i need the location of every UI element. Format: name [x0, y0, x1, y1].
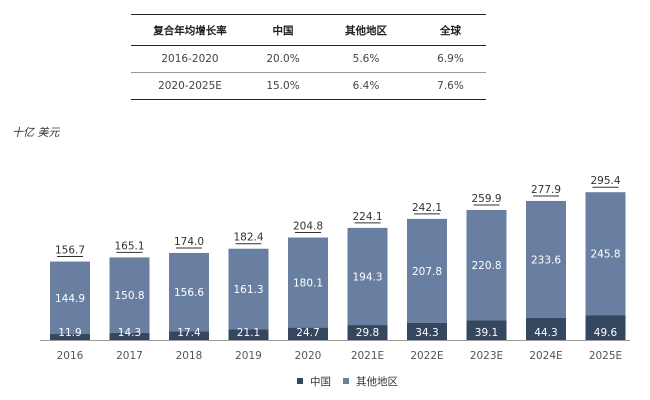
bar-china — [526, 317, 566, 340]
data-label-china: 21.1 — [237, 327, 260, 339]
table-cell: 2020-2025E — [131, 72, 249, 100]
data-label-rest-of-world: 194.3 — [352, 271, 382, 283]
table-row: 2020-2025E 15.0% 6.4% 7.6% — [131, 72, 486, 100]
table-row: 2016-2020 20.0% 5.6% 6.9% — [131, 45, 486, 73]
table-cell: 15.0% — [249, 72, 317, 100]
data-label-rest-of-world: 161.3 — [233, 284, 263, 296]
table-header-row: 复合年均增长率 中国 其他地区 全球 — [131, 14, 486, 46]
bar-china — [109, 332, 150, 340]
data-label-total: 242.1 — [412, 202, 442, 214]
data-label-rest-of-world: 144.9 — [55, 293, 85, 305]
table-cell: 5.6% — [317, 45, 415, 73]
data-label-rest-of-world: 156.6 — [174, 287, 204, 299]
table-header-cell: 中国 — [249, 14, 317, 46]
bar-rest-of-world — [466, 209, 507, 321]
data-label-total: 182.4 — [233, 232, 263, 244]
data-label-total: 259.9 — [471, 193, 501, 205]
data-label-total: 204.8 — [293, 221, 323, 233]
bar-china — [50, 334, 90, 340]
data-label-total: 295.4 — [590, 175, 620, 187]
bar-rest-of-world — [228, 248, 269, 330]
data-label-china: 49.6 — [594, 327, 618, 339]
bar-rest-of-world — [347, 227, 388, 326]
data-label-total: 156.7 — [55, 245, 85, 257]
x-tick-label: 2023E — [470, 350, 503, 362]
bar-rest-of-world — [407, 218, 447, 323]
data-label-china: 29.8 — [356, 327, 379, 339]
unit-label: 十亿 美元 — [12, 126, 60, 139]
legend-swatch-china — [297, 378, 303, 384]
bar-china — [347, 325, 388, 340]
x-tick-label: 2024E — [529, 350, 562, 362]
table-header-cell: 复合年均增长率 — [131, 14, 249, 46]
data-label-china: 24.7 — [296, 327, 319, 339]
data-label-rest-of-world: 220.8 — [471, 260, 501, 272]
table-cell: 7.6% — [415, 72, 486, 100]
data-label-rest-of-world: 233.6 — [531, 254, 561, 266]
table-cell: 2016-2020 — [131, 45, 249, 73]
bar-rest-of-world — [288, 237, 328, 328]
data-label-china: 34.3 — [415, 327, 438, 339]
bar-rest-of-world — [585, 192, 626, 316]
x-tick-label: 2021E — [351, 350, 384, 362]
bar-china — [169, 331, 209, 340]
table-cell: 20.0% — [249, 45, 317, 73]
data-label-total: 277.9 — [531, 184, 561, 196]
x-tick-label: 2025E — [589, 350, 622, 362]
table-cell: 6.4% — [317, 72, 415, 100]
legend-label-rest-of-world: 其他地区 — [356, 375, 398, 388]
x-tick-label: 2019 — [235, 350, 262, 362]
x-tick-label: 2022E — [410, 350, 443, 362]
bar-rest-of-world — [169, 252, 209, 332]
data-label-china: 11.9 — [58, 327, 81, 339]
data-label-total: 165.1 — [114, 240, 144, 252]
x-tick-label: 2020 — [295, 350, 322, 362]
bar-china — [466, 320, 507, 340]
x-tick-label: 2018 — [176, 350, 203, 362]
bar-china — [288, 327, 328, 340]
table-header-cell: 其他地区 — [317, 14, 415, 46]
data-label-total: 174.0 — [174, 236, 204, 248]
cagr-table: 复合年均增长率 中国 其他地区 全球 2016-2020 20.0% 5.6% … — [131, 14, 486, 100]
legend-label-china: 中国 — [310, 375, 331, 388]
bar-rest-of-world — [50, 261, 90, 335]
data-label-rest-of-world: 207.8 — [412, 266, 442, 278]
table-cell: 6.9% — [415, 45, 486, 73]
bar-rest-of-world — [526, 200, 566, 318]
data-label-rest-of-world: 150.8 — [114, 290, 144, 302]
data-label-rest-of-world: 180.1 — [293, 278, 323, 290]
x-tick-label: 2017 — [116, 350, 143, 362]
data-label-china: 14.3 — [118, 327, 141, 339]
table-header-cell: 全球 — [415, 14, 486, 46]
x-tick-label: 2016 — [57, 350, 84, 362]
bar-china — [228, 329, 269, 340]
bar-china — [407, 322, 447, 340]
data-label-china: 39.1 — [475, 327, 498, 339]
legend-swatch-rest-of-world — [343, 378, 349, 384]
data-label-rest-of-world: 245.8 — [590, 249, 620, 261]
data-label-china: 44.3 — [534, 327, 557, 339]
bar-china — [585, 315, 626, 340]
data-label-china: 17.4 — [177, 327, 201, 339]
bar-rest-of-world — [109, 257, 150, 333]
data-label-total: 224.1 — [352, 211, 382, 223]
